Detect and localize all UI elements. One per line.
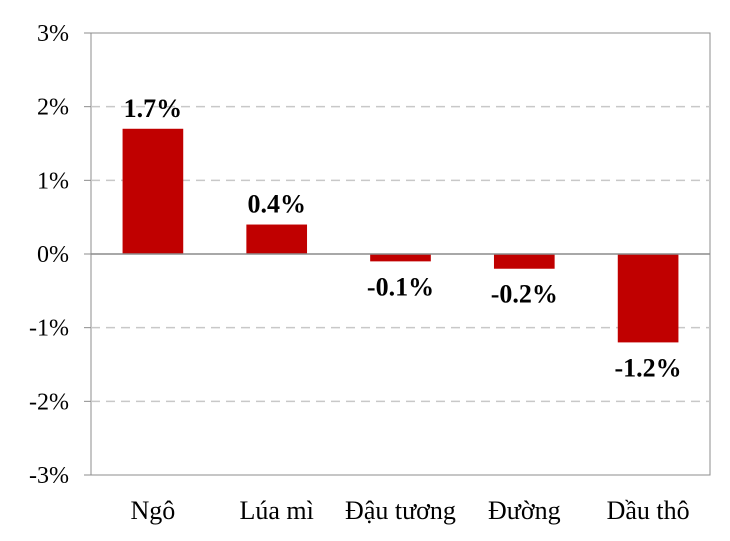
y-tick-label: -3%	[29, 463, 69, 489]
x-category-label: Dầu thô	[607, 496, 690, 525]
bar	[246, 224, 308, 254]
data-labels: 1.7% 0.4% -0.1% -0.2% -1.2%	[124, 94, 682, 383]
data-label: -0.2%	[491, 280, 558, 309]
data-label: 0.4%	[247, 190, 306, 219]
x-category-label: Đậu tương	[345, 496, 456, 525]
y-tick-label: 2%	[37, 95, 69, 121]
x-axis-labels: Ngô Lúa mì Đậu tương Đường Dầu thô	[131, 496, 690, 525]
data-label: -1.2%	[615, 353, 682, 382]
y-tick-label: -2%	[29, 389, 69, 415]
bar	[617, 254, 679, 343]
y-axis-ticks: 3% 2% 1% 0% -1% -2% -3%	[29, 21, 91, 489]
gridlines	[91, 105, 710, 403]
y-tick-label: -1%	[29, 316, 69, 342]
y-tick-label: 3%	[37, 21, 69, 47]
data-label: 1.7%	[124, 94, 183, 123]
x-category-label: Ngô	[131, 496, 176, 525]
bar	[122, 128, 184, 254]
y-tick-label: 0%	[37, 242, 69, 268]
y-tick-label: 1%	[37, 168, 69, 194]
bar	[493, 254, 555, 269]
x-category-label: Đường	[488, 496, 561, 525]
bar	[370, 254, 431, 262]
bars	[122, 128, 679, 343]
x-category-label: Lúa mì	[240, 496, 314, 525]
data-label: -0.1%	[367, 272, 434, 301]
